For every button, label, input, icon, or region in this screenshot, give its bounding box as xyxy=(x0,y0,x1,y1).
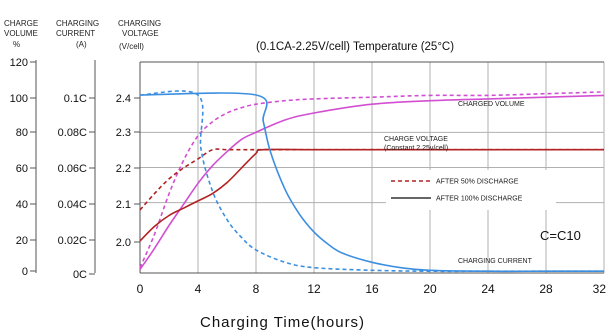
volume-tick-label: 20 xyxy=(16,235,28,247)
volume-header-unit: % xyxy=(13,40,20,49)
volume-axis-header: CHARGE VOLUME % xyxy=(4,19,38,49)
legend-label-100: AFTER 100% DISCHARGE xyxy=(436,196,523,203)
current-tick-label: 0.06C xyxy=(58,163,87,175)
current-tick-label: 0.04C xyxy=(58,199,87,211)
volume-header-line2: VOLUME xyxy=(4,29,38,38)
volume-axis-ticks: 120 100 80 60 40 20 0 xyxy=(10,57,36,278)
current-header-line2: CURRENT xyxy=(56,29,95,38)
voltage-header-unit: (V/cell) xyxy=(119,42,144,51)
voltage-tick-label: 2.2 xyxy=(116,163,131,175)
volume-tick-label: 120 xyxy=(10,57,28,69)
series-lines xyxy=(139,90,605,273)
voltage-tick-label: 2.4 xyxy=(116,93,131,105)
volume-header-line1: CHARGE xyxy=(4,19,38,28)
x-tick-label: 28 xyxy=(539,282,553,296)
current-tick-label: 0.08C xyxy=(58,127,87,139)
current-axis-ticks: 0.1C 0.08C 0.06C 0.04C 0.02C 0C xyxy=(58,93,95,281)
charge-voltage-sublabel: (Constant 2.25v/cell) xyxy=(384,145,448,152)
voltage-axis-header: CHARGING VOLTAGE (V/cell) xyxy=(118,19,161,51)
voltage-tick-label: 2.3 xyxy=(116,127,131,139)
volume-tick-label: 100 xyxy=(10,93,28,105)
capacity-note: C=C10 xyxy=(540,228,581,243)
voltage-tick-label: 2.0 xyxy=(116,237,131,249)
current-tick-label: 0.1C xyxy=(64,93,87,105)
charged-volume-label: CHARGED VOLUME xyxy=(458,101,525,108)
volume-tick-label: 60 xyxy=(16,163,28,175)
series-charge-voltage-100 xyxy=(139,148,604,242)
voltage-tick-label: 2.1 xyxy=(116,199,131,211)
charge-voltage-label: CHARGE VOLTAGE xyxy=(384,136,448,143)
current-header-unit: (A) xyxy=(76,40,87,49)
current-tick-label: 0C xyxy=(73,269,87,281)
legend-background xyxy=(386,170,556,210)
x-axis-ticks: 0 4 8 12 16 20 24 28 32 xyxy=(137,282,606,296)
x-tick-label: 16 xyxy=(365,282,379,296)
current-tick-label: 0.02C xyxy=(58,235,87,247)
volume-tick-label: 0 xyxy=(22,266,28,278)
x-axis-label: Charging Time(hours) xyxy=(200,314,365,331)
voltage-axis-ticks: 2.4 2.3 2.2 2.1 2.0 xyxy=(116,93,140,249)
volume-tick-label: 40 xyxy=(16,199,28,211)
current-axis-header: CHARGING CURRENT (A) xyxy=(56,19,99,49)
x-tick-label: 0 xyxy=(137,282,144,296)
charging-current-label: CHARGING CURRENT xyxy=(458,258,533,265)
series-charged-volume-100 xyxy=(139,94,605,270)
voltage-header-line2: VOLTAGE xyxy=(122,29,159,38)
series-charged-volume-50 xyxy=(139,91,605,269)
x-tick-label: 24 xyxy=(481,282,495,296)
x-tick-label: 12 xyxy=(307,282,321,296)
voltage-header-line1: CHARGING xyxy=(118,19,161,28)
chart-title: (0.1CA-2.25V/cell) Temperature (25°C) xyxy=(256,41,454,53)
x-tick-label: 20 xyxy=(423,282,437,296)
x-tick-label: 4 xyxy=(195,282,202,296)
current-header-line1: CHARGING xyxy=(56,19,99,28)
x-tick-label: 32 xyxy=(593,282,606,296)
legend: AFTER 50% DISCHARGE AFTER 100% DISCHARGE xyxy=(386,170,556,210)
volume-tick-label: 80 xyxy=(16,127,28,139)
series-charging-current-100 xyxy=(139,92,604,273)
x-tick-label: 8 xyxy=(253,282,260,296)
legend-label-50: AFTER 50% DISCHARGE xyxy=(436,179,519,186)
